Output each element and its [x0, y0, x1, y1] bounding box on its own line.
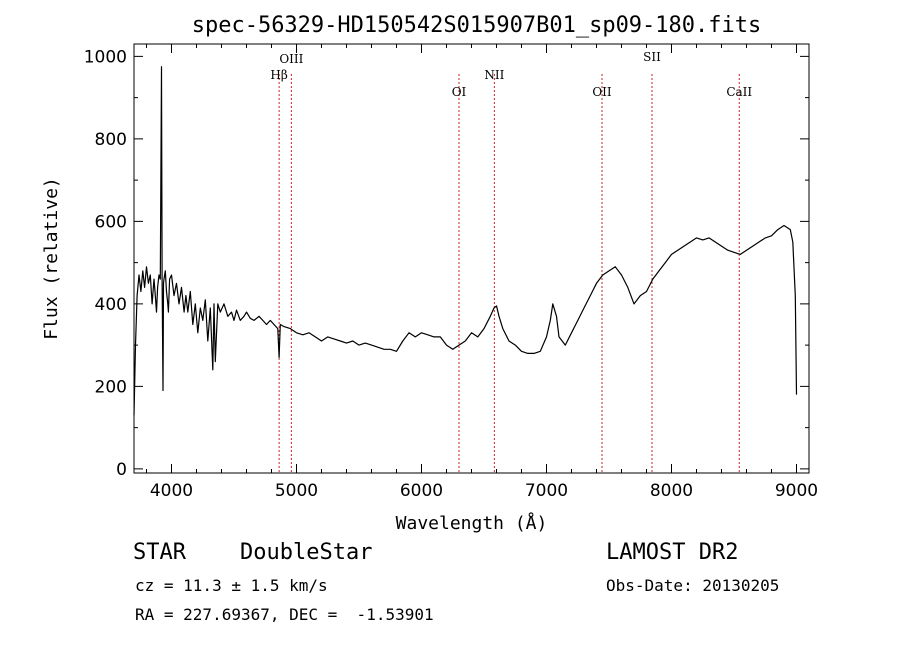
- y-axis-label: Flux (relative): [41, 177, 62, 340]
- redshift-velocity: cz = 11.3 ± 1.5 km/s: [135, 576, 328, 595]
- y-tick-label: 400: [95, 295, 127, 315]
- line-marker-label: CaII: [726, 85, 752, 99]
- line-marker-label: Hβ: [270, 68, 287, 82]
- y-tick-label: 200: [95, 377, 127, 397]
- line-marker-label: OI: [452, 85, 467, 99]
- x-tick-label: 9000: [775, 481, 818, 501]
- x-tick-label: 6000: [400, 481, 443, 501]
- sky-coordinates: RA = 227.69367, DEC = -1.53901: [135, 605, 434, 624]
- y-tick-label: 0: [116, 460, 127, 480]
- survey-name: LAMOST DR2: [606, 540, 739, 565]
- line-marker-label: SII: [643, 50, 661, 64]
- object-type: STAR: [133, 540, 186, 565]
- plot-frame: [133, 43, 810, 474]
- line-marker-label: OII: [592, 85, 612, 99]
- x-tick-label: 7000: [525, 481, 568, 501]
- x-tick-label: 4000: [150, 481, 193, 501]
- spectrum-line: [133, 66, 798, 416]
- line-marker-label: NII: [484, 68, 504, 82]
- y-tick-label: 600: [95, 212, 127, 232]
- line-marker-label: OIII: [279, 52, 303, 66]
- y-tick-label: 1000: [84, 47, 127, 67]
- x-axis-label: Wavelength (Å): [396, 512, 548, 534]
- observation-date: Obs-Date: 20130205: [606, 576, 780, 595]
- x-tick-label: 5000: [275, 481, 318, 501]
- y-tick-label: 800: [95, 130, 127, 150]
- chart-title: spec-56329-HD150542S015907B01_sp09-180.f…: [192, 13, 762, 38]
- x-tick-label: 8000: [650, 481, 693, 501]
- object-subclass: DoubleStar: [240, 540, 373, 565]
